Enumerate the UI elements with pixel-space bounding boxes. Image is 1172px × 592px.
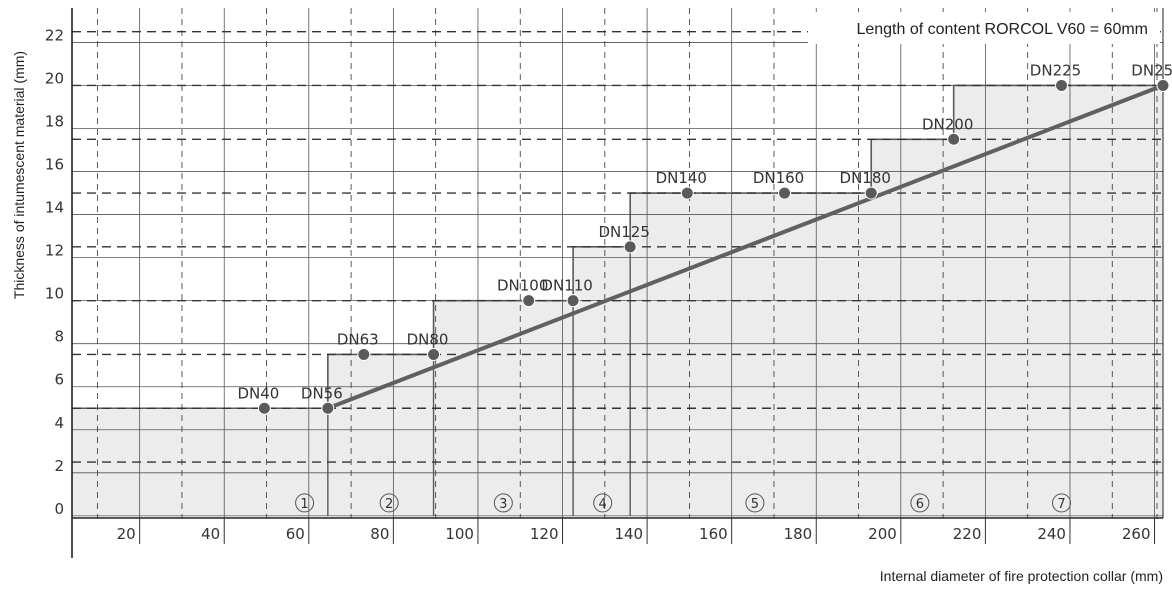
trend-line [327, 83, 1164, 411]
data-point [623, 240, 637, 254]
x-tick-label: 260 [1122, 525, 1151, 543]
zone-label: 4 [599, 497, 607, 512]
zone-label: 2 [385, 497, 393, 512]
point-label: DN40 [237, 384, 279, 402]
zone-marker [593, 493, 613, 513]
zone-label-layer: 1 2 3 4 5 6 7 [295, 493, 1072, 513]
y-tick-label: 10 [45, 285, 64, 303]
data-point [257, 401, 271, 415]
y-tick-label: 8 [54, 328, 64, 346]
x-tick-label: 200 [868, 525, 897, 543]
point-label: DN100 [497, 277, 548, 295]
point-label: DN110 [541, 277, 592, 295]
zone-marker [1052, 493, 1072, 513]
data-point [778, 186, 792, 200]
x-tick-label: 100 [445, 525, 474, 543]
y-tick-label: 2 [54, 457, 64, 475]
axis-layer [71, 8, 1164, 558]
x-axis-title: Internal diameter of fire protection col… [880, 568, 1163, 584]
zone-marker [295, 493, 315, 513]
y-tick-label: 4 [54, 414, 64, 432]
point-label: DN200 [922, 115, 973, 133]
y-tick-label: 20 [45, 69, 64, 87]
y-tick-label: 14 [45, 199, 64, 217]
y-tick-label: 22 [45, 26, 64, 44]
y-tick-label: 0 [54, 500, 64, 518]
y-axis-title: Thickness of intumescent material (mm) [11, 51, 27, 299]
data-point [321, 401, 335, 415]
y-tick-label: 16 [45, 156, 64, 174]
dashed-level-layer [72, 30, 1163, 463]
data-point [680, 186, 694, 200]
x-tick-label: 240 [1037, 525, 1066, 543]
data-point [1156, 78, 1170, 92]
point-label: DN63 [337, 330, 379, 348]
data-point [427, 347, 441, 361]
point-label: DN250 [1131, 61, 1172, 79]
zone-marker [910, 493, 930, 513]
data-point [522, 294, 536, 308]
zone-label: 1 [300, 497, 308, 512]
data-point [1055, 78, 1069, 92]
data-point [357, 347, 371, 361]
x-tick-label: 60 [286, 525, 305, 543]
trend-line-layer [327, 83, 1164, 411]
x-tick-label: 120 [530, 525, 559, 543]
x-tick-label: 160 [699, 525, 728, 543]
point-label: DN180 [840, 169, 891, 187]
data-point [864, 186, 878, 200]
zone-label: 7 [1057, 497, 1065, 512]
point-label: DN56 [301, 384, 343, 402]
annotation-text: Length of content RORCOL V60 = 60mm [856, 21, 1148, 38]
zone-label: 6 [916, 497, 924, 512]
zone-marker [379, 493, 399, 513]
annotation-box [808, 12, 1160, 44]
y-tick-label: 18 [45, 113, 64, 131]
y-tick-label: 12 [45, 242, 64, 260]
x-tick-label: 80 [370, 525, 389, 543]
y-tick-label: 6 [54, 371, 64, 389]
zone-label: 3 [499, 497, 507, 512]
point-label: DN80 [407, 330, 449, 348]
x-tick-label: 20 [117, 525, 136, 543]
x-tick-label: 40 [201, 525, 220, 543]
zone-marker [745, 493, 765, 513]
point-label: DN140 [656, 169, 707, 187]
data-point [566, 294, 580, 308]
x-tick-label: 180 [784, 525, 813, 543]
data-point [947, 132, 961, 146]
zone-label: 5 [751, 497, 759, 512]
x-tick-label: 220 [953, 525, 982, 543]
x-tick-label: 140 [614, 525, 643, 543]
zone-marker [493, 493, 513, 513]
point-label: DN125 [598, 223, 649, 241]
point-label: DN225 [1030, 61, 1081, 79]
tick-label-layer: 20 40 60 80 100 120 140 160 180 200 220 240 26002468… [45, 26, 1156, 544]
point-label: DN160 [753, 169, 804, 187]
